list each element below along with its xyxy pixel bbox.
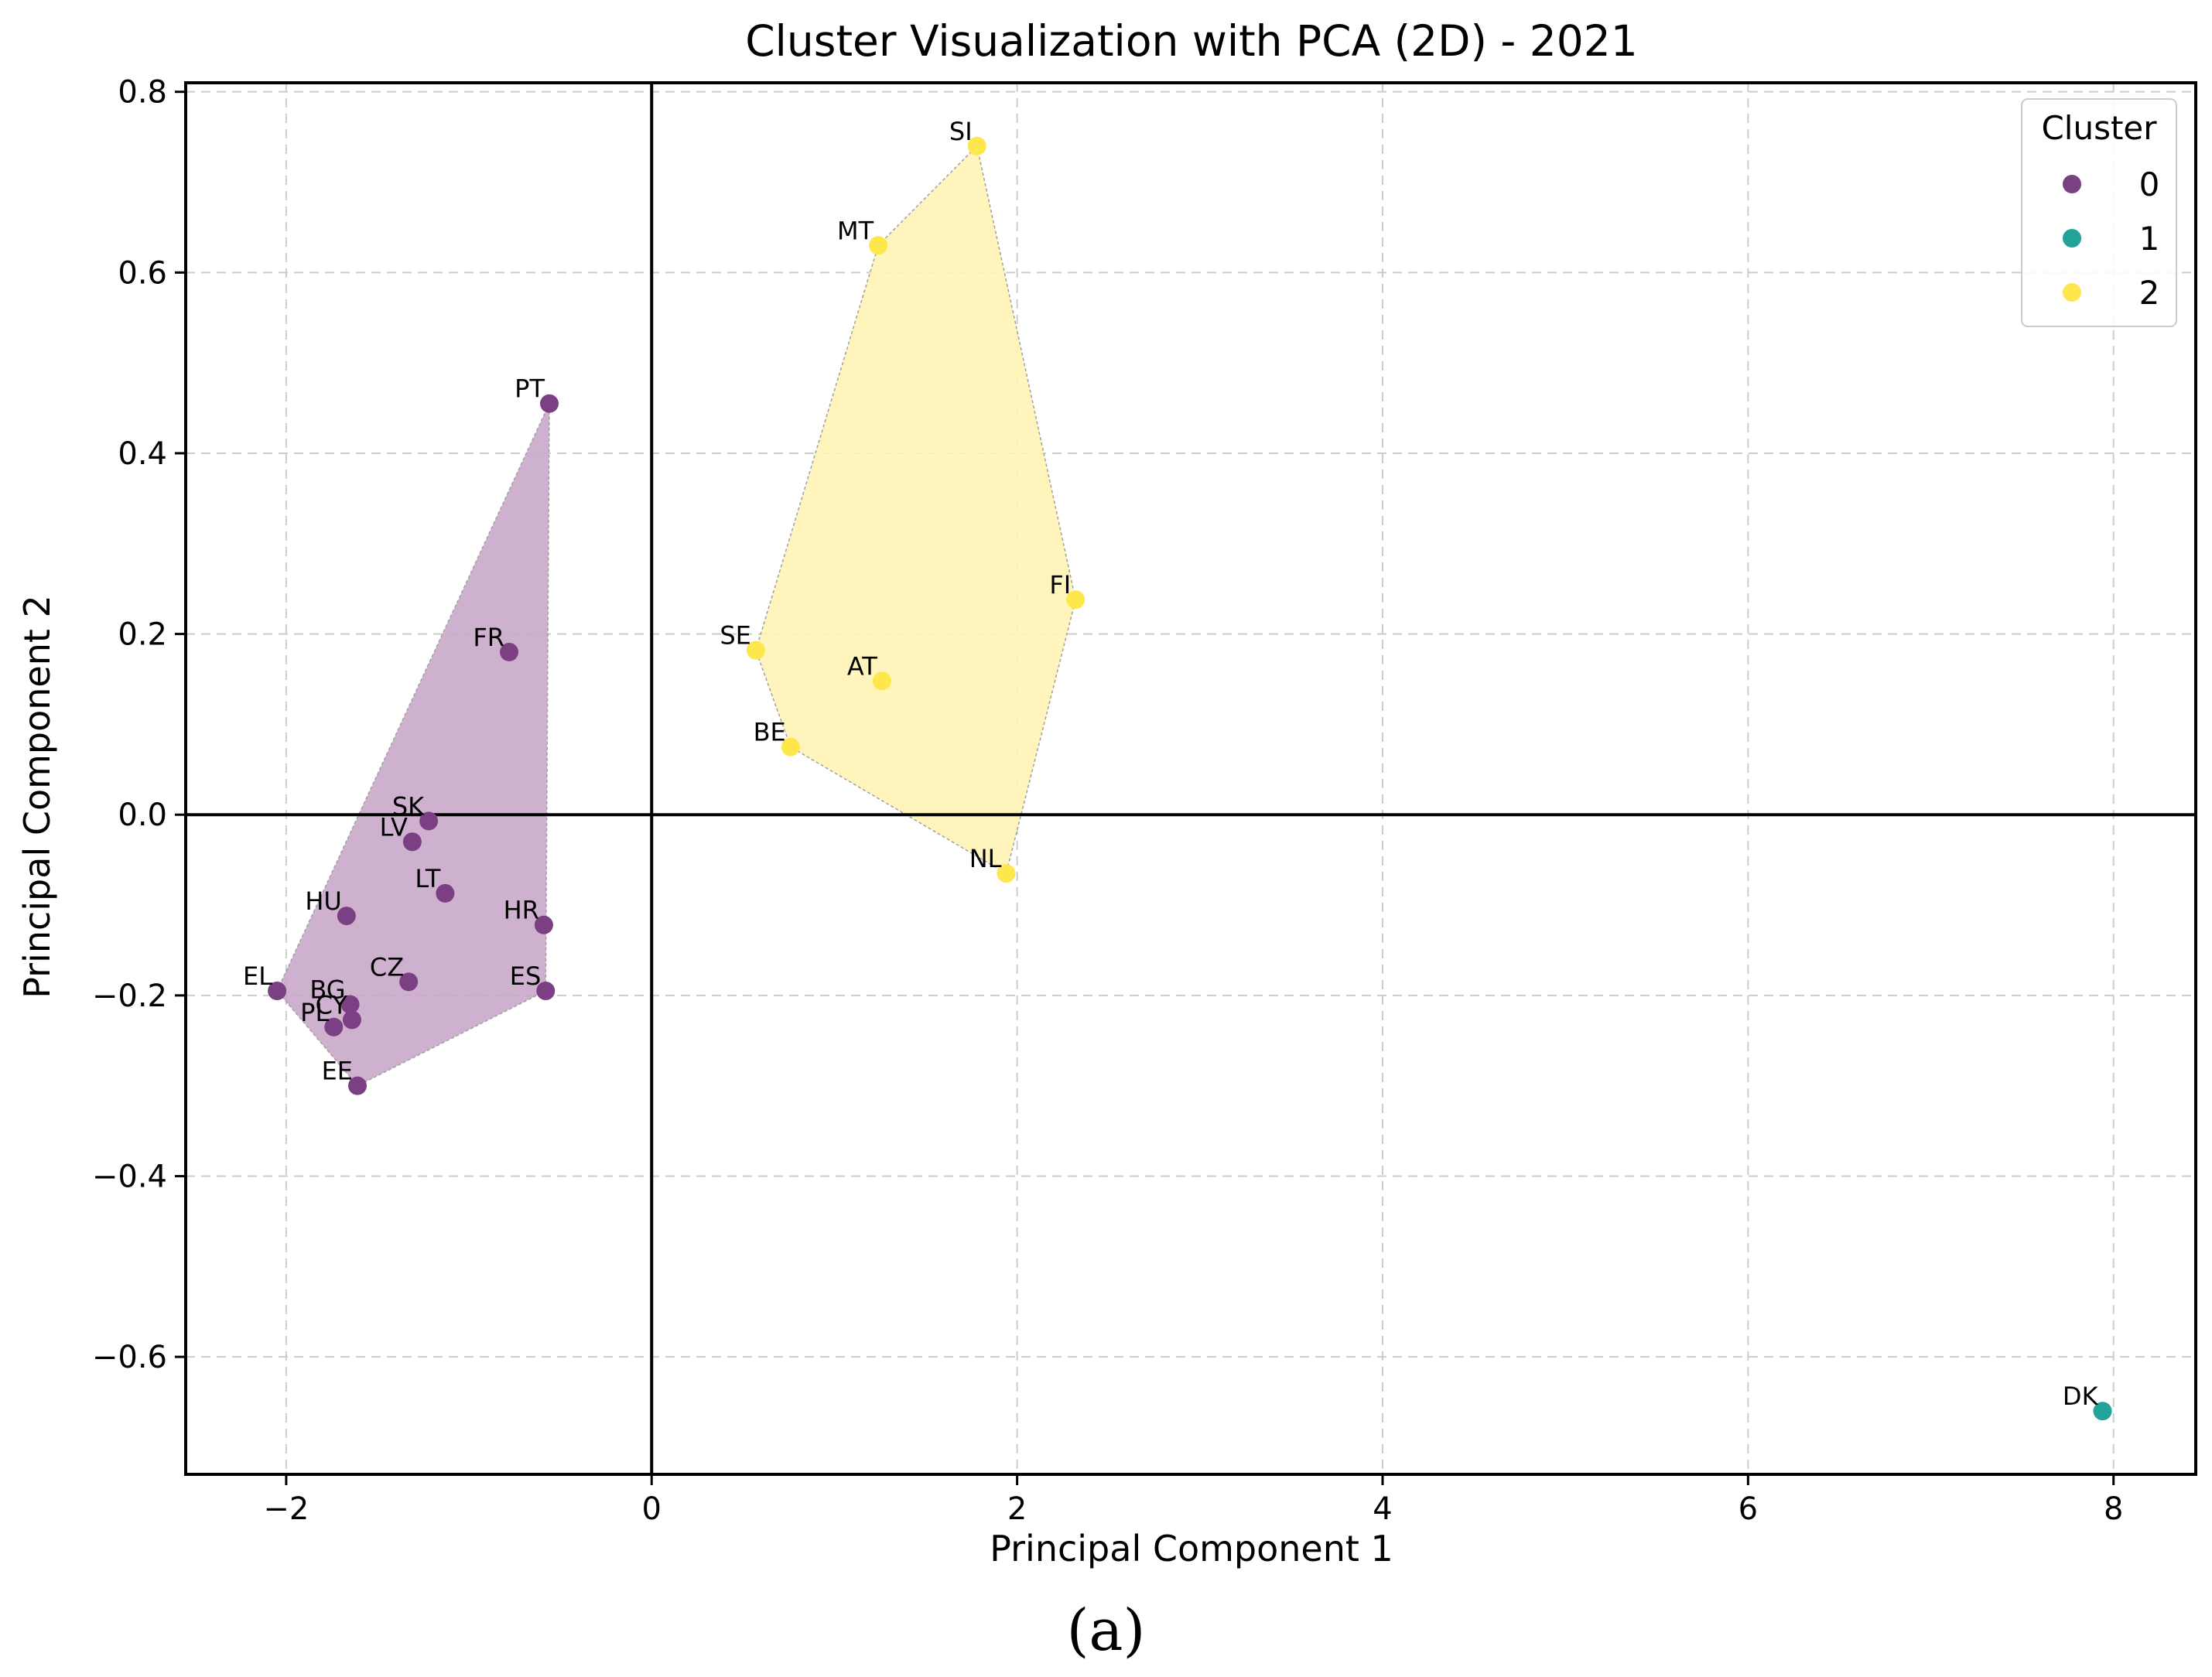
legend-label-2: 2 [2139, 274, 2160, 312]
x-tick-label: 6 [1738, 1491, 1758, 1527]
x-tick-label: 0 [642, 1491, 662, 1527]
y-tick-label: 0.4 [118, 436, 167, 472]
point-ee [348, 1076, 368, 1095]
point-se [746, 640, 765, 660]
y-tick-label: −0.2 [92, 979, 167, 1014]
point-pl [324, 1017, 344, 1037]
legend: Cluster 0 1 2 [2021, 98, 2177, 327]
point-sk [419, 811, 439, 831]
point-label-lv: LV [380, 812, 408, 842]
point-label-dk: DK [2063, 1382, 2099, 1411]
y-tick-label: 0.2 [118, 617, 167, 653]
legend-marker-0 [2063, 175, 2081, 193]
chart-title: Cluster Visualization with PCA (2D) - 20… [745, 16, 1637, 66]
point-label-sk: SK [392, 791, 425, 821]
y-tick-label: 0.6 [118, 255, 167, 291]
x-tick-label: −2 [263, 1491, 309, 1527]
point-label-nl: NL [969, 844, 1002, 873]
y-axis-ticks: −0.6 −0.4 −0.2 0.0 0.2 0.4 0.6 0.8 [92, 75, 186, 1375]
point-es [536, 982, 556, 1001]
x-tick-label: 2 [1007, 1491, 1027, 1527]
point-pt [540, 394, 559, 413]
point-cy [342, 1010, 361, 1030]
point-be [781, 737, 800, 757]
legend-label-0: 0 [2139, 166, 2160, 203]
point-label-pt: PT [515, 374, 545, 404]
legend-label-1: 1 [2139, 220, 2160, 258]
legend-marker-2 [2063, 283, 2081, 302]
point-bg [340, 995, 360, 1014]
x-axis-ticks: −2 0 2 4 6 8 [263, 1474, 2123, 1527]
point-label-hr: HR [504, 896, 539, 925]
y-axis-label: Principal Component 2 [16, 595, 58, 999]
point-label-el: EL [243, 961, 272, 991]
point-label-fr: FR [473, 623, 504, 652]
point-label-bg: BG [309, 975, 345, 1005]
legend-marker-1 [2063, 229, 2081, 248]
zero-axes [186, 83, 2196, 1474]
point-label-cz: CZ [370, 952, 404, 982]
point-label-be: BE [754, 718, 786, 747]
figure-caption: (a) [1066, 1597, 1146, 1664]
legend-box [2021, 98, 2177, 327]
x-tick-label: 4 [1373, 1491, 1392, 1527]
data-points [268, 136, 2112, 1421]
point-label-ee: EE [322, 1057, 353, 1086]
cluster-hulls [276, 145, 1076, 1087]
point-lt [436, 883, 455, 903]
point-nl [997, 864, 1016, 883]
point-label-es: ES [510, 961, 542, 991]
point-label-at: AT [847, 651, 877, 681]
y-tick-label: 0.8 [118, 75, 167, 111]
x-tick-label: 8 [2104, 1491, 2123, 1527]
point-label-fi: FI [1049, 570, 1071, 599]
point-mt [869, 236, 888, 255]
point-label-pl: PL [300, 998, 329, 1027]
point-label-mt: MT [837, 216, 874, 245]
y-tick-label: −0.4 [92, 1160, 167, 1195]
point-fr [500, 642, 519, 661]
point-label-se: SE [720, 621, 751, 651]
plot-frame [184, 81, 2197, 1476]
point-cz [399, 972, 419, 992]
legend-title: Cluster [2041, 109, 2157, 147]
point-at [872, 671, 891, 691]
point-label-si: SI [949, 117, 973, 146]
y-tick-label: 0.0 [118, 798, 167, 833]
point-si [967, 136, 986, 155]
cluster-2-hull [755, 145, 1076, 875]
point-hr [534, 915, 553, 934]
point-label-lt: LT [415, 864, 440, 893]
y-tick-label: −0.6 [92, 1340, 167, 1375]
point-hu [337, 907, 356, 926]
point-el [268, 982, 287, 1001]
point-label-hu: HU [305, 886, 341, 916]
point-lv [402, 832, 422, 852]
point-fi [1066, 590, 1085, 610]
point-dk [2093, 1402, 2112, 1421]
x-axis-label: Principal Component 1 [990, 1528, 1393, 1569]
point-label-cy: CY [316, 990, 348, 1020]
